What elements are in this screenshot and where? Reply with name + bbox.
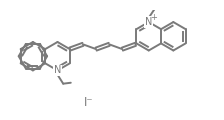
Text: I⁻: I⁻ — [84, 96, 93, 109]
Text: N: N — [144, 17, 152, 27]
Text: +: + — [150, 13, 157, 22]
Text: N: N — [54, 65, 61, 75]
